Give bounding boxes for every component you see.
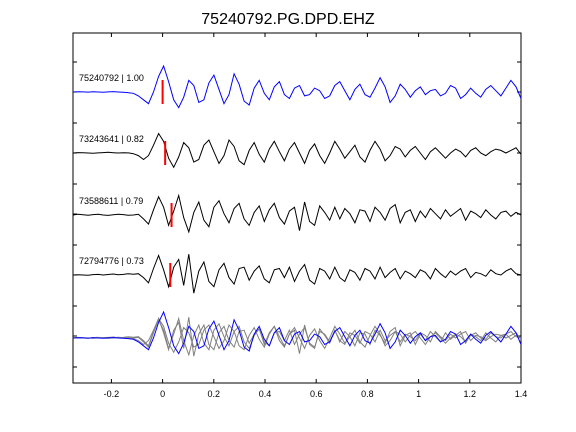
trace-line-73588611 (72, 193, 522, 234)
x-tick-label: -0.2 (104, 389, 120, 399)
overlay-line-73243641 (72, 317, 522, 354)
x-tick-label: 0.4 (259, 389, 272, 399)
trace-label-73243641: 73243641 | 0.82 (79, 134, 144, 144)
trace-line-72794776 (72, 254, 522, 294)
trace-stack: 75240792 | 1.00 73243641 | 0.82 73588611 |… (72, 64, 522, 294)
x-tick-label: 1.2 (464, 389, 477, 399)
x-tick-label: 0.2 (208, 389, 221, 399)
x-tick-label: 0 (160, 389, 165, 399)
trace-line-73243641 (72, 132, 522, 169)
overlay-line-73588611 (72, 316, 522, 357)
x-tick-label: 0.8 (361, 389, 374, 399)
overlay-line-75240792 (72, 310, 522, 355)
trace-line-75240792 (72, 64, 522, 109)
overlay-line-72794776 (72, 317, 522, 357)
chart-title: 75240792.PG.DPD.EHZ (201, 11, 375, 28)
y-axis-ticks (73, 61, 521, 368)
trace-label-73588611: 73588611 | 0.79 (79, 196, 143, 206)
trace-label-75240792: 75240792 | 1.00 (79, 73, 144, 83)
x-tick-label: 0.6 (310, 389, 323, 399)
trace-label-72794776: 72794776 | 0.73 (79, 256, 144, 266)
x-axis: -0.2 0 0.2 0.4 0.6 0.8 1 1.2 1.4 (104, 33, 528, 399)
overlay-stack (72, 310, 522, 357)
x-tick-label: 1 (416, 389, 421, 399)
x-tick-label: 1.4 (515, 389, 528, 399)
plot-frame (72, 32, 522, 384)
